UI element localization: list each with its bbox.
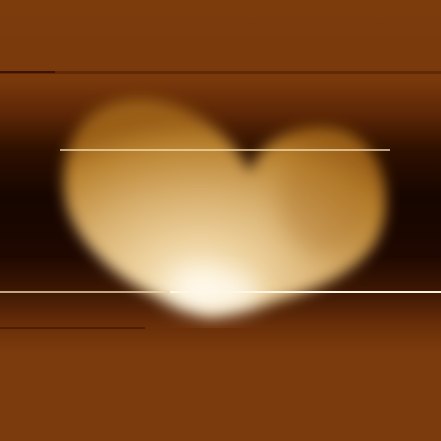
scan-line — [60, 149, 390, 151]
scan-line — [0, 327, 145, 329]
scan-line — [0, 71, 441, 74]
scan-line — [170, 291, 441, 293]
scan-line — [0, 329, 441, 330]
right-lobe-shade — [280, 145, 370, 255]
scan-line — [0, 71, 55, 73]
